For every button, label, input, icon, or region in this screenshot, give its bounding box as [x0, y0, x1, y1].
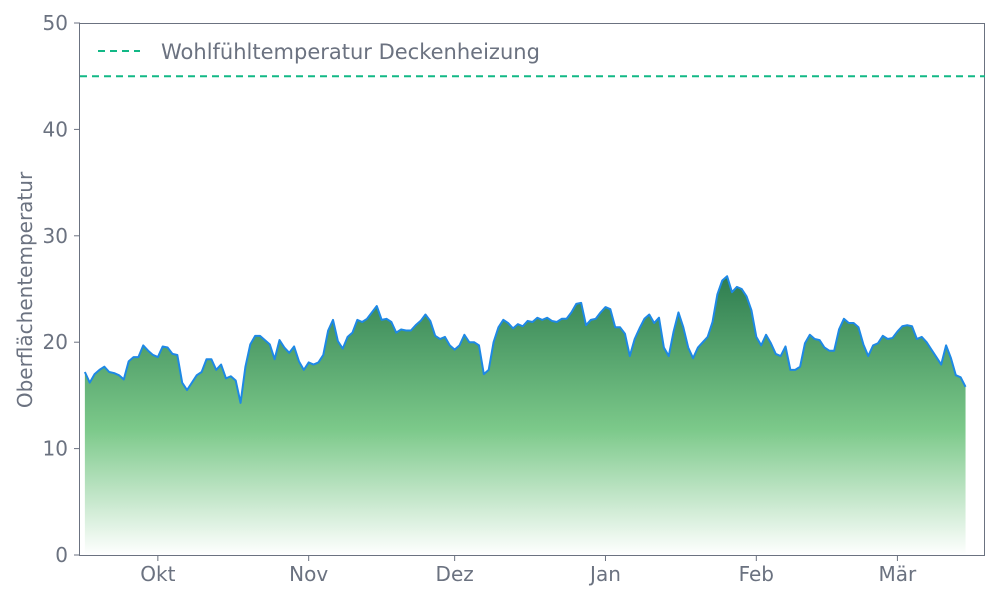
x-tick-label: Dez: [436, 562, 474, 586]
y-axis-title: Oberflächentemperatur: [13, 171, 37, 408]
x-tick-label: Mär: [879, 562, 918, 586]
plot-frame: [79, 23, 985, 556]
y-tick-label: 0: [55, 543, 68, 567]
series-area: [84, 276, 966, 555]
x-tick-label: Feb: [739, 562, 774, 586]
y-tick-label: 30: [43, 224, 68, 248]
series-line: [83, 275, 967, 404]
x-tick-label: Okt: [140, 562, 175, 586]
y-tick-label: 20: [43, 330, 68, 354]
x-axis: Okt Nov Dez Jan Feb Mär: [140, 555, 917, 586]
x-tick-label: Nov: [289, 562, 328, 586]
y-axis: 0 10 20 30 40 50: [43, 11, 80, 567]
legend: Wohlfühltemperatur Deckenheizung: [98, 40, 540, 64]
y-tick-label: 10: [43, 437, 68, 461]
x-tick-label: Jan: [588, 562, 621, 586]
legend-label: Wohlfühltemperatur Deckenheizung: [161, 40, 540, 64]
area-layer: [83, 275, 967, 555]
y-tick-label: 40: [43, 117, 68, 141]
y-tick-label: 50: [43, 11, 68, 35]
